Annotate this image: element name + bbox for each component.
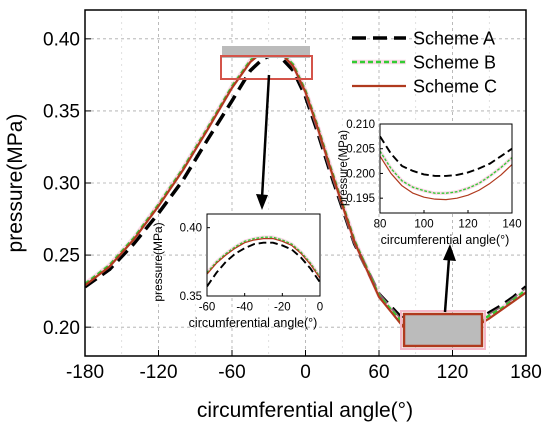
valley-inset-y-axis-label: pressure(MPa) — [338, 130, 350, 206]
x-tick-label: 120 — [458, 219, 477, 231]
peak-inset-ticks: -60 -40 -20 0 0.35 0.40 — [180, 223, 324, 314]
valley-inset-frame — [379, 123, 513, 214]
main-y-axis-label: pressure(MPa) — [4, 114, 27, 253]
x-tick-label: 100 — [414, 219, 433, 231]
peak-inset-y-axis-label: pressure(MPa) — [151, 222, 165, 301]
y-tick-label: 0.25 — [43, 246, 80, 267]
valley-highlight-box — [402, 312, 484, 348]
x-tick-label: 140 — [502, 219, 521, 231]
x-tick-label: -40 — [236, 302, 253, 314]
x-tick-label: -60 — [199, 302, 216, 314]
peak-inset-x-axis-label: circumferential angle(°) — [189, 316, 318, 330]
main-x-axis-label: circumferential angle(°) — [197, 399, 413, 422]
valley-inset-series-group — [380, 135, 512, 201]
arrow-to-valley-inset — [443, 244, 456, 313]
peak-highlight-box — [220, 55, 313, 80]
x-tick-label: -180 — [66, 362, 104, 383]
x-tick-label: 80 — [374, 219, 387, 231]
peak-inset-frame — [206, 213, 321, 297]
legend-label: Scheme C — [413, 77, 497, 97]
x-tick-label: -60 — [218, 362, 245, 383]
x-tick-label: 120 — [437, 362, 469, 383]
legend-item-scheme-c: Scheme C — [352, 77, 497, 97]
series-line-scheme-c — [207, 237, 320, 279]
x-tick-label: -20 — [274, 302, 291, 314]
y-tick-label: 0.35 — [180, 291, 202, 303]
y-tick-label: 0.205 — [346, 144, 375, 156]
y-tick-label: 0.20 — [43, 318, 80, 339]
y-tick-label: 0.200 — [346, 168, 375, 180]
legend-label: Scheme A — [413, 29, 495, 49]
series-line-scheme-c — [380, 155, 512, 201]
valley-highlight-glow — [400, 310, 486, 350]
y-tick-label: 0.30 — [43, 174, 80, 195]
y-tick-label: 0.195 — [346, 193, 375, 205]
y-tick-label: 0.40 — [180, 223, 202, 235]
valley-inset-background — [379, 123, 513, 214]
y-tick-label: 0.35 — [43, 102, 80, 123]
series-line-scheme-b — [207, 236, 320, 278]
y-tick-label: 0.40 — [43, 29, 80, 50]
valley-inset-ticks: 80 100 120 140 0.195 0.200 0.205 0.210 — [346, 119, 521, 230]
legend-item-scheme-a: Scheme A — [352, 29, 495, 49]
x-tick-label: 0 — [300, 362, 311, 383]
legend-item-scheme-b: Scheme B — [352, 53, 496, 73]
valley-inset-x-axis-label: circumferential angle(°) — [381, 233, 510, 247]
series-line-scheme-b — [380, 150, 512, 194]
x-tick-label: 60 — [368, 362, 389, 383]
series-line-scheme-a — [380, 135, 512, 177]
legend: Scheme A Scheme B Scheme C — [352, 29, 497, 97]
arrow-to-peak-inset — [256, 74, 271, 210]
x-tick-label: 0 — [317, 302, 323, 314]
x-tick-label: 180 — [510, 362, 542, 383]
x-tick-label: -120 — [139, 362, 177, 383]
y-tick-label: 0.210 — [346, 119, 375, 131]
peak-inset-series-group — [207, 235, 320, 287]
legend-label: Scheme B — [413, 53, 496, 73]
main-ticks: -180 -120 -60 0 60 120 180 0.20 0.25 0.30 0.35 0.40 — [43, 29, 542, 383]
